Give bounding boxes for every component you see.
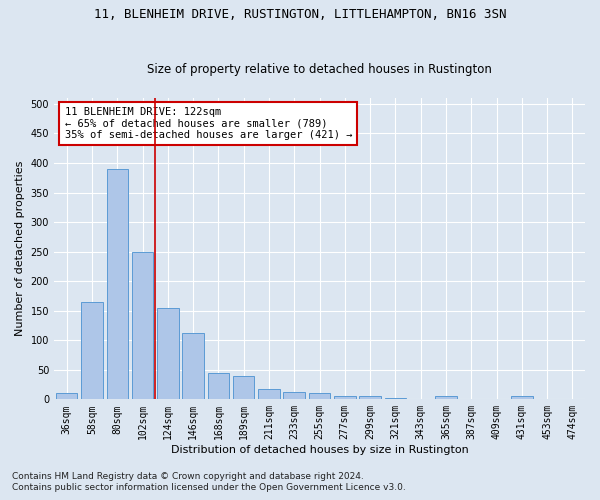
Bar xyxy=(157,308,179,400)
Bar xyxy=(511,396,533,400)
Bar xyxy=(81,302,103,400)
Bar xyxy=(208,372,229,400)
Bar xyxy=(132,252,153,400)
Bar xyxy=(182,332,204,400)
Bar xyxy=(334,396,356,400)
Bar xyxy=(283,392,305,400)
Bar xyxy=(233,376,254,400)
Bar xyxy=(258,390,280,400)
Title: Size of property relative to detached houses in Rustington: Size of property relative to detached ho… xyxy=(147,63,492,76)
Text: 11 BLENHEIM DRIVE: 122sqm
← 65% of detached houses are smaller (789)
35% of semi: 11 BLENHEIM DRIVE: 122sqm ← 65% of detac… xyxy=(65,107,352,140)
Bar xyxy=(385,398,406,400)
Bar xyxy=(56,394,77,400)
Bar xyxy=(107,169,128,400)
Text: 11, BLENHEIM DRIVE, RUSTINGTON, LITTLEHAMPTON, BN16 3SN: 11, BLENHEIM DRIVE, RUSTINGTON, LITTLEHA… xyxy=(94,8,506,20)
X-axis label: Distribution of detached houses by size in Rustington: Distribution of detached houses by size … xyxy=(170,445,469,455)
Bar xyxy=(309,394,330,400)
Y-axis label: Number of detached properties: Number of detached properties xyxy=(15,161,25,336)
Text: Contains HM Land Registry data © Crown copyright and database right 2024.
Contai: Contains HM Land Registry data © Crown c… xyxy=(12,472,406,492)
Bar xyxy=(359,396,381,400)
Bar xyxy=(435,396,457,400)
